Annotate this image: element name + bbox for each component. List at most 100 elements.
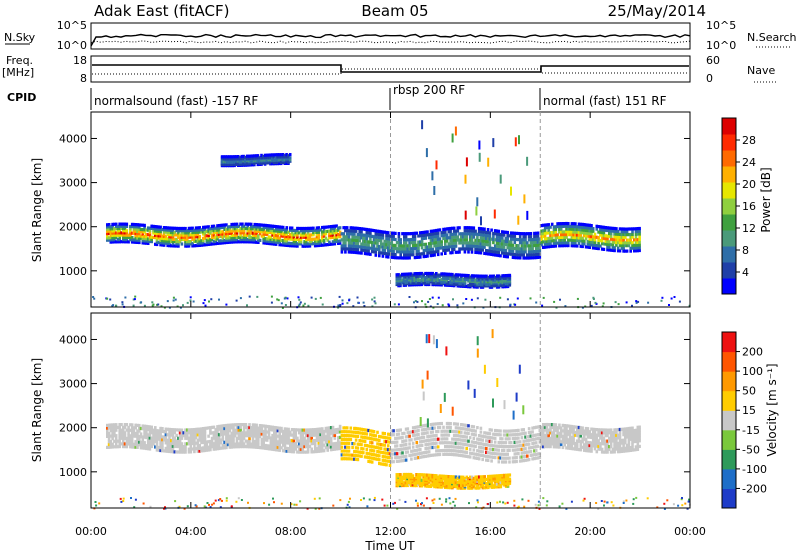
power-cell bbox=[629, 246, 632, 250]
freq-trace bbox=[92, 64, 689, 73]
power-cell bbox=[540, 240, 543, 244]
vel-cell bbox=[155, 445, 159, 449]
power-cell bbox=[552, 225, 556, 229]
power-cell bbox=[467, 278, 470, 282]
power-cell bbox=[225, 234, 228, 238]
power-cell bbox=[481, 280, 485, 284]
power-cell bbox=[442, 272, 445, 276]
vel-cell bbox=[184, 436, 187, 440]
power-cell bbox=[467, 229, 470, 233]
vel-cell bbox=[171, 436, 175, 440]
vel-cell bbox=[408, 446, 411, 450]
power-cell bbox=[122, 222, 125, 226]
power-scatter-cell bbox=[172, 296, 175, 299]
vel-cell bbox=[196, 449, 200, 453]
power-cell bbox=[474, 229, 477, 233]
station-title: Adak East (fitACF) bbox=[94, 2, 229, 20]
power-cell bbox=[591, 246, 595, 250]
power-cell bbox=[217, 232, 221, 236]
power-cell bbox=[313, 244, 317, 248]
power-cell bbox=[290, 226, 294, 230]
power-cell bbox=[474, 278, 477, 282]
power-scatter-cell bbox=[248, 295, 251, 298]
power-cell bbox=[467, 247, 470, 251]
power-cell bbox=[520, 253, 524, 257]
power-cell bbox=[426, 251, 429, 255]
vel-cell bbox=[440, 421, 443, 426]
vel-cell bbox=[173, 444, 177, 448]
power-cell bbox=[315, 244, 319, 248]
power-cell bbox=[214, 228, 217, 232]
power-cell bbox=[577, 230, 581, 234]
power-scatter-cell bbox=[647, 301, 650, 304]
vel-cell bbox=[230, 423, 233, 427]
power-cell bbox=[417, 274, 420, 278]
power-cell bbox=[577, 241, 581, 245]
vel-cell bbox=[287, 438, 290, 442]
power-cell bbox=[574, 225, 577, 229]
power-cell bbox=[636, 238, 640, 242]
vel-cell bbox=[485, 447, 488, 451]
power-cell bbox=[262, 239, 265, 243]
power-cell bbox=[465, 241, 468, 245]
vel-cell bbox=[217, 446, 221, 451]
power-cell bbox=[258, 156, 261, 160]
power-cell bbox=[315, 235, 319, 239]
vel-cell bbox=[342, 453, 345, 457]
vel-cell bbox=[260, 424, 264, 428]
power-cell bbox=[468, 235, 472, 239]
power-cell bbox=[386, 246, 390, 250]
vel-cell bbox=[125, 423, 129, 427]
power-cell bbox=[150, 226, 153, 230]
power-cell bbox=[531, 247, 534, 251]
power-cell bbox=[627, 241, 631, 245]
vel-cell bbox=[184, 450, 187, 454]
power-cell bbox=[563, 235, 566, 239]
power-cell bbox=[479, 251, 483, 255]
power-cell bbox=[274, 156, 278, 160]
vel-cell bbox=[122, 445, 125, 449]
power-cell bbox=[404, 244, 408, 248]
power-cell bbox=[638, 240, 641, 244]
power-cell bbox=[590, 235, 593, 239]
power-cell bbox=[495, 244, 499, 248]
vel-cell bbox=[145, 430, 148, 434]
power-cell bbox=[386, 237, 390, 241]
vel-cell bbox=[200, 449, 203, 453]
power-cell bbox=[465, 238, 468, 242]
power-cell bbox=[255, 236, 258, 240]
power-cell bbox=[285, 241, 289, 245]
vel-cell bbox=[109, 440, 113, 444]
power-cell bbox=[620, 230, 624, 234]
vel-cell bbox=[244, 445, 248, 449]
vel-cell bbox=[175, 444, 178, 449]
power-cell bbox=[216, 228, 219, 232]
power-cell bbox=[413, 276, 416, 280]
power-cell bbox=[616, 235, 620, 239]
power-cell bbox=[125, 240, 129, 244]
vel-cell bbox=[299, 428, 303, 432]
power-cell bbox=[410, 247, 413, 251]
power-cell bbox=[615, 227, 618, 231]
power-cell bbox=[226, 227, 230, 231]
power-cell bbox=[533, 240, 536, 245]
power-band-2 bbox=[540, 221, 641, 253]
power-cell bbox=[468, 238, 472, 242]
power-cell bbox=[340, 238, 344, 242]
power-scatter-cell bbox=[509, 303, 512, 306]
vel-cell bbox=[161, 446, 164, 450]
power-cell bbox=[263, 153, 267, 157]
power-cell bbox=[264, 232, 267, 236]
power-cell bbox=[458, 273, 461, 277]
vel-cell bbox=[338, 424, 342, 428]
vel-cell bbox=[154, 431, 157, 435]
power-cell bbox=[345, 226, 349, 230]
power-cell bbox=[531, 253, 534, 257]
power-cell bbox=[113, 222, 116, 226]
vel-cell bbox=[274, 442, 278, 446]
vel-cell bbox=[228, 434, 232, 438]
power-cell bbox=[111, 231, 114, 235]
power-cell bbox=[418, 271, 422, 276]
power-cell bbox=[388, 234, 392, 238]
power-cell bbox=[203, 225, 207, 229]
